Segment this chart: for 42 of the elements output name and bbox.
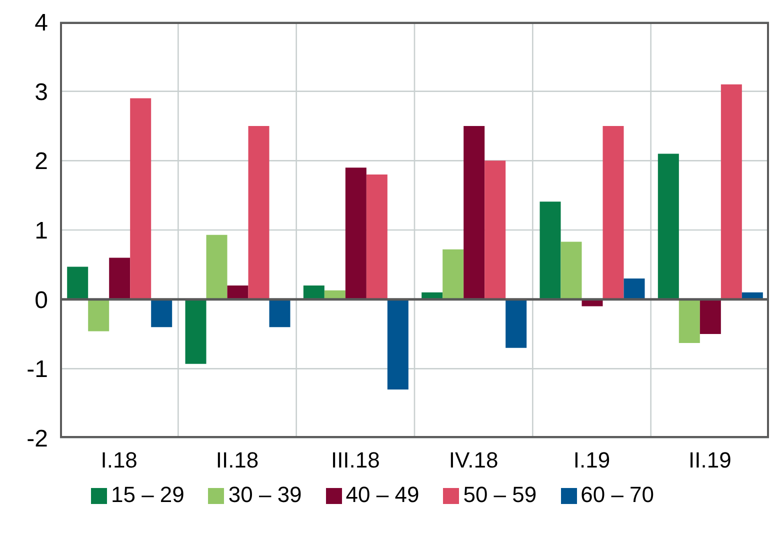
bar: [366, 174, 388, 300]
y-tick-label: 2: [34, 148, 48, 176]
bar: [345, 168, 366, 300]
x-tick-label: III.18: [330, 448, 380, 473]
bar: [464, 126, 485, 300]
bar: [387, 299, 408, 390]
bar: [442, 249, 464, 300]
bar: [506, 299, 527, 348]
x-tick-label: IV.18: [448, 448, 498, 473]
legend-label: 50 – 59: [463, 482, 537, 507]
bar: [678, 299, 700, 344]
bar: [88, 299, 110, 332]
bar: [269, 299, 290, 328]
y-tick-label: -1: [26, 356, 48, 384]
x-tick-label: I.19: [573, 448, 610, 473]
bar: [484, 160, 506, 300]
bar: [658, 154, 679, 300]
legend-label: 30 – 39: [228, 482, 302, 507]
y-tick-label: 4: [34, 10, 48, 37]
bar: [151, 299, 172, 328]
bar: [130, 98, 152, 300]
x-tick-label: I.18: [100, 448, 138, 473]
y-tick-label: 0: [34, 286, 48, 314]
bar: [540, 202, 561, 300]
legend-label: 40 – 49: [346, 482, 420, 507]
bar: [248, 126, 270, 300]
bar: [67, 266, 88, 300]
bar: [109, 258, 130, 300]
bar: [560, 242, 582, 300]
bar: [206, 234, 228, 300]
y-tick-label: 3: [34, 78, 48, 106]
bar: [185, 299, 206, 364]
bar: [602, 126, 624, 300]
y-tick-label: -2: [26, 426, 48, 453]
x-tick-label: II.19: [688, 448, 732, 473]
bar: [700, 299, 721, 334]
legend-label: 60 – 70: [580, 482, 654, 507]
x-tick-label: II.18: [216, 448, 259, 473]
legend-label: 15 – 29: [110, 482, 184, 507]
bar: [720, 84, 742, 300]
y-tick-label: 1: [34, 218, 48, 245]
bar: [624, 278, 645, 300]
